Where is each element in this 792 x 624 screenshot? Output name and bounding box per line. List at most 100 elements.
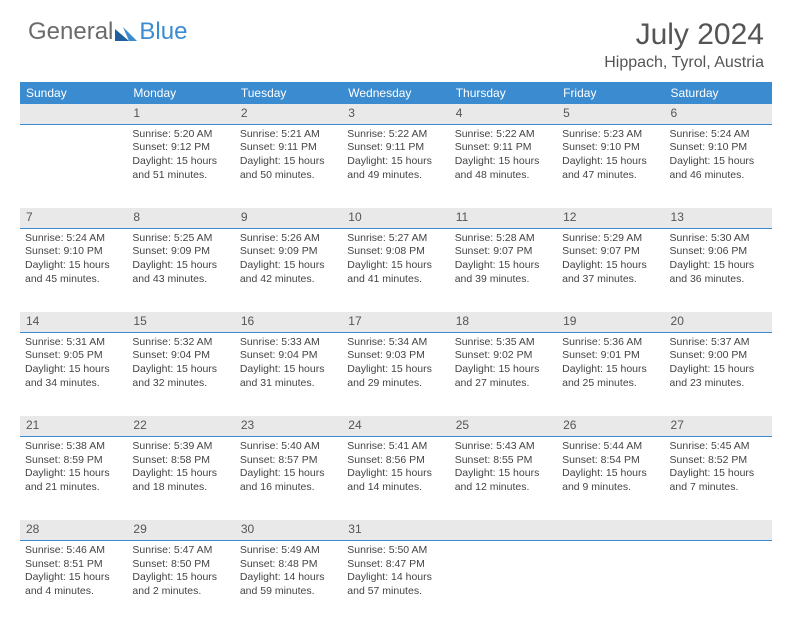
day2-text: and 49 minutes. (347, 169, 444, 183)
day-number-cell: 19 (557, 312, 664, 332)
sunset-text: Sunset: 9:02 PM (455, 349, 552, 363)
sunrise-text: Sunrise: 5:44 AM (562, 440, 659, 454)
day-cell: Sunrise: 5:45 AMSunset: 8:52 PMDaylight:… (665, 436, 772, 520)
day-cell: Sunrise: 5:39 AMSunset: 8:58 PMDaylight:… (127, 436, 234, 520)
sunset-text: Sunset: 9:09 PM (240, 245, 337, 259)
day-number-cell: 12 (557, 208, 664, 228)
sunset-text: Sunset: 9:10 PM (562, 141, 659, 155)
day2-text: and 25 minutes. (562, 377, 659, 391)
day-number-cell (450, 520, 557, 540)
day1-text: Daylight: 15 hours (25, 259, 122, 273)
sunrise-text: Sunrise: 5:38 AM (25, 440, 122, 454)
day-cell: Sunrise: 5:49 AMSunset: 8:48 PMDaylight:… (235, 540, 342, 624)
weekday-header: Wednesday (342, 82, 449, 104)
sunrise-text: Sunrise: 5:37 AM (670, 336, 767, 350)
month-title: July 2024 (604, 18, 764, 52)
day2-text: and 57 minutes. (347, 585, 444, 599)
brand-word-1: General (28, 18, 113, 46)
brand-logo: General Blue (28, 18, 187, 46)
day2-text: and 23 minutes. (670, 377, 767, 391)
weekday-header-row: Sunday Monday Tuesday Wednesday Thursday… (20, 82, 772, 104)
day2-text: and 42 minutes. (240, 273, 337, 287)
day2-text: and 51 minutes. (132, 169, 229, 183)
sunrise-text: Sunrise: 5:50 AM (347, 544, 444, 558)
day2-text: and 31 minutes. (240, 377, 337, 391)
sunset-text: Sunset: 8:55 PM (455, 454, 552, 468)
sunset-text: Sunset: 9:11 PM (347, 141, 444, 155)
sunset-text: Sunset: 8:57 PM (240, 454, 337, 468)
sunset-text: Sunset: 9:07 PM (455, 245, 552, 259)
day2-text: and 14 minutes. (347, 481, 444, 495)
day1-text: Daylight: 15 hours (347, 363, 444, 377)
sunrise-text: Sunrise: 5:43 AM (455, 440, 552, 454)
day-cell: Sunrise: 5:25 AMSunset: 9:09 PMDaylight:… (127, 228, 234, 312)
day2-text: and 39 minutes. (455, 273, 552, 287)
sunrise-text: Sunrise: 5:20 AM (132, 128, 229, 142)
day1-text: Daylight: 15 hours (25, 363, 122, 377)
sunrise-text: Sunrise: 5:39 AM (132, 440, 229, 454)
day2-text: and 48 minutes. (455, 169, 552, 183)
day1-text: Daylight: 15 hours (455, 259, 552, 273)
day2-text: and 21 minutes. (25, 481, 122, 495)
day-number-cell: 27 (665, 416, 772, 436)
sunset-text: Sunset: 8:59 PM (25, 454, 122, 468)
day1-text: Daylight: 15 hours (240, 363, 337, 377)
day1-text: Daylight: 15 hours (455, 363, 552, 377)
day-cell: Sunrise: 5:21 AMSunset: 9:11 PMDaylight:… (235, 124, 342, 208)
sunset-text: Sunset: 9:07 PM (562, 245, 659, 259)
day2-text: and 45 minutes. (25, 273, 122, 287)
weekday-header: Saturday (665, 82, 772, 104)
sunrise-text: Sunrise: 5:27 AM (347, 232, 444, 246)
day-cell (450, 540, 557, 624)
sunrise-text: Sunrise: 5:41 AM (347, 440, 444, 454)
day-number-cell (557, 520, 664, 540)
day1-text: Daylight: 14 hours (240, 571, 337, 585)
weekday-header: Sunday (20, 82, 127, 104)
day-number-cell: 30 (235, 520, 342, 540)
day-content-row: Sunrise: 5:46 AMSunset: 8:51 PMDaylight:… (20, 540, 772, 624)
sunset-text: Sunset: 8:52 PM (670, 454, 767, 468)
day1-text: Daylight: 15 hours (455, 467, 552, 481)
day-number-cell: 28 (20, 520, 127, 540)
day-cell: Sunrise: 5:22 AMSunset: 9:11 PMDaylight:… (450, 124, 557, 208)
day-cell: Sunrise: 5:22 AMSunset: 9:11 PMDaylight:… (342, 124, 449, 208)
day2-text: and 27 minutes. (455, 377, 552, 391)
day-number-cell: 5 (557, 104, 664, 124)
day1-text: Daylight: 15 hours (132, 571, 229, 585)
triangle-icon (115, 23, 137, 41)
day2-text: and 41 minutes. (347, 273, 444, 287)
sunset-text: Sunset: 9:04 PM (132, 349, 229, 363)
sunset-text: Sunset: 8:47 PM (347, 558, 444, 572)
day1-text: Daylight: 15 hours (132, 259, 229, 273)
sunrise-text: Sunrise: 5:26 AM (240, 232, 337, 246)
weekday-header: Monday (127, 82, 234, 104)
day-cell: Sunrise: 5:44 AMSunset: 8:54 PMDaylight:… (557, 436, 664, 520)
day-cell (665, 540, 772, 624)
day-number-cell: 16 (235, 312, 342, 332)
day-cell: Sunrise: 5:32 AMSunset: 9:04 PMDaylight:… (127, 332, 234, 416)
day1-text: Daylight: 15 hours (25, 467, 122, 481)
day2-text: and 16 minutes. (240, 481, 337, 495)
day1-text: Daylight: 15 hours (562, 155, 659, 169)
day2-text: and 59 minutes. (240, 585, 337, 599)
sunrise-text: Sunrise: 5:34 AM (347, 336, 444, 350)
day-cell: Sunrise: 5:31 AMSunset: 9:05 PMDaylight:… (20, 332, 127, 416)
sunset-text: Sunset: 9:10 PM (670, 141, 767, 155)
calendar-table: Sunday Monday Tuesday Wednesday Thursday… (20, 82, 772, 624)
sunset-text: Sunset: 9:04 PM (240, 349, 337, 363)
sunrise-text: Sunrise: 5:36 AM (562, 336, 659, 350)
sunrise-text: Sunrise: 5:29 AM (562, 232, 659, 246)
day-number-cell: 13 (665, 208, 772, 228)
day1-text: Daylight: 15 hours (670, 467, 767, 481)
day1-text: Daylight: 15 hours (347, 259, 444, 273)
day-cell: Sunrise: 5:35 AMSunset: 9:02 PMDaylight:… (450, 332, 557, 416)
sunset-text: Sunset: 8:51 PM (25, 558, 122, 572)
brand-word-2: Blue (139, 18, 187, 46)
sunrise-text: Sunrise: 5:28 AM (455, 232, 552, 246)
sunset-text: Sunset: 9:10 PM (25, 245, 122, 259)
day1-text: Daylight: 15 hours (240, 155, 337, 169)
day-cell: Sunrise: 5:20 AMSunset: 9:12 PMDaylight:… (127, 124, 234, 208)
day2-text: and 12 minutes. (455, 481, 552, 495)
day1-text: Daylight: 15 hours (132, 155, 229, 169)
day2-text: and 46 minutes. (670, 169, 767, 183)
